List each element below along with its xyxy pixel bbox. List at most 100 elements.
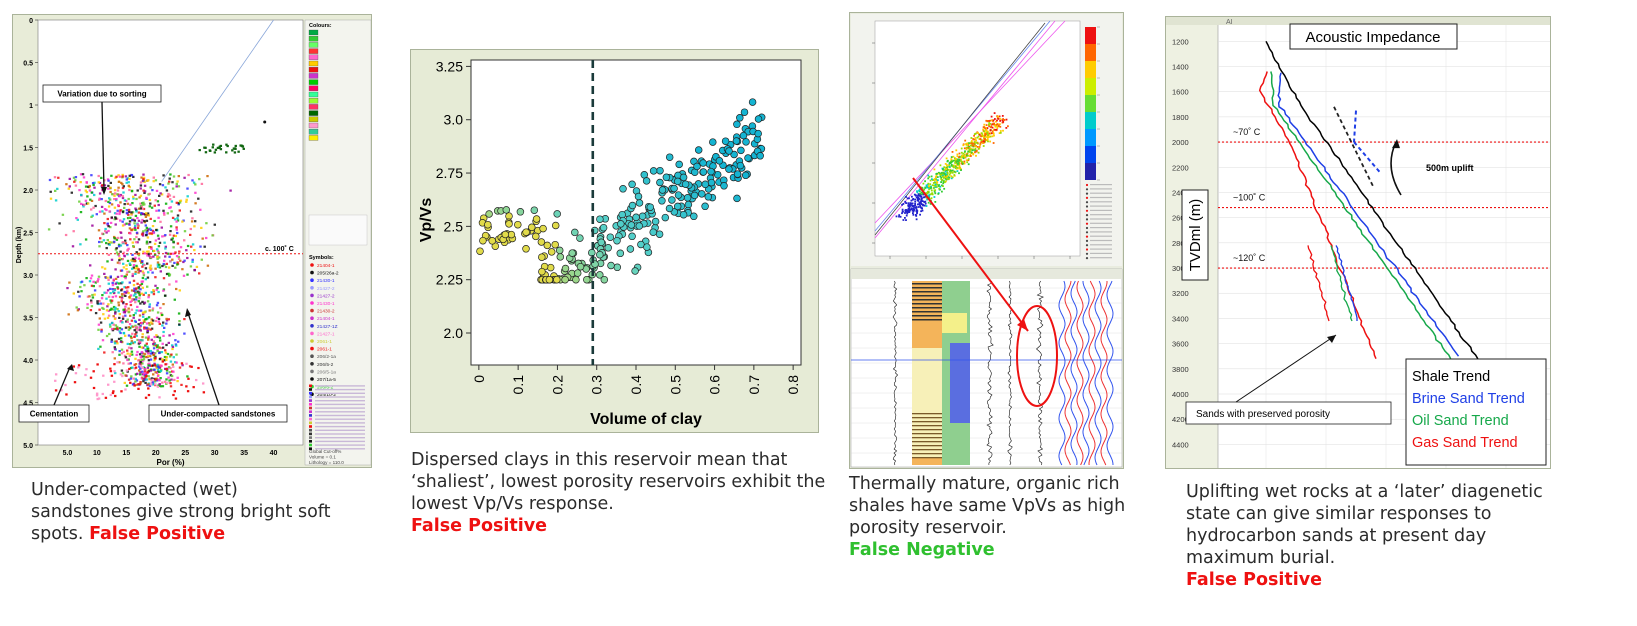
data-point [118,175,122,178]
data-point [136,266,139,269]
data-point [89,277,93,280]
data-point [110,328,114,331]
data-point [121,195,124,198]
data-point [203,245,206,248]
y-tick-label: 3400 [1172,314,1189,323]
legend-swatch [308,67,319,73]
caption-line: state can give similar responses to [1186,504,1492,524]
data-point [546,263,555,272]
data-point [122,191,125,194]
data-point [101,306,104,310]
data-point [925,184,928,187]
data-point [127,328,131,331]
data-point [916,211,918,214]
data-point [949,172,952,174]
data-point [144,396,148,399]
data-point [911,209,914,212]
data-point [918,198,920,200]
annotation-label: Variation due to sorting [57,90,146,99]
y-tick-label: 4400 [1172,440,1189,449]
annotation-label: 500m uplift [1426,163,1474,173]
data-point [135,208,138,211]
data-point [127,362,130,365]
data-point [147,350,150,353]
colorbar-segment [1085,78,1096,95]
data-point [135,287,138,290]
data-point [134,291,137,294]
data-point [151,383,154,386]
data-point [171,264,174,267]
data-point [993,134,995,137]
data-point [149,256,152,259]
legend-swatch [308,129,319,135]
data-point [502,206,511,214]
data-point [169,173,172,176]
data-point [98,245,101,248]
data-point [165,372,169,375]
data-point [151,189,154,192]
data-point [168,355,172,358]
seismic-trace [1076,280,1084,466]
data-point [131,211,135,214]
data-point [165,368,168,371]
data-point [942,185,944,187]
data-point [128,262,131,265]
data-point [940,178,943,180]
data-point [159,220,162,223]
data-point [999,131,1002,134]
data-point [150,383,153,386]
data-point [122,331,125,335]
data-point [907,202,910,205]
legend-symbol [1085,235,1089,238]
data-point [122,185,125,188]
data-point [109,370,113,373]
data-point [154,267,157,270]
data-point [90,299,93,302]
data-point [117,254,121,257]
data-point [168,206,171,210]
data-point [975,141,978,144]
data-point [152,344,156,347]
data-point [124,374,127,377]
caption-line: Thermally mature, organic rich [849,474,1120,494]
data-point [143,353,147,356]
data-point [234,144,237,148]
data-point [113,340,116,343]
data-point [162,209,165,212]
data-point [147,335,150,338]
data-point [157,251,160,254]
data-point [135,383,138,386]
data-point [114,327,118,330]
data-point [127,358,130,361]
data-point [939,185,942,188]
data-point [926,190,929,193]
data-point [917,198,919,201]
data-point [74,176,78,179]
data-point [991,135,994,138]
data-point [158,383,161,386]
data-point [70,191,73,194]
data-point [160,347,163,350]
data-point [991,130,994,133]
data-point [79,243,82,246]
data-point [92,386,96,390]
data-point [907,208,910,210]
data-point [102,313,105,316]
data-point [177,312,181,315]
data-point [147,327,150,330]
data-point [171,345,175,348]
data-point [101,232,104,235]
data-point [973,138,976,141]
legend-symbol [310,346,314,351]
data-point [119,250,122,253]
data-point [114,394,117,398]
data-point [950,161,953,164]
data-point [154,199,157,202]
data-point [118,259,121,262]
data-point [139,288,142,291]
data-point [183,318,186,321]
data-point [970,142,973,145]
data-point [147,393,151,397]
data-point [120,337,123,340]
data-point [162,288,166,291]
